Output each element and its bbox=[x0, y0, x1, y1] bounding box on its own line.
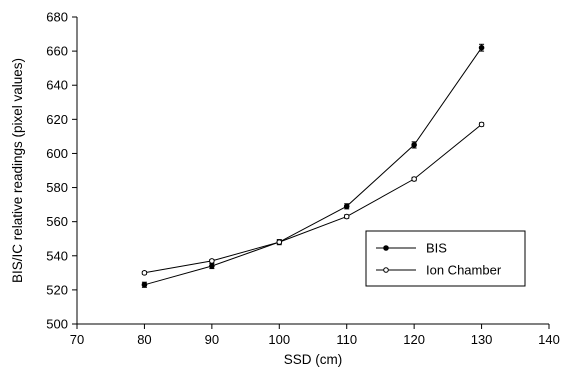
x-tick-label: 140 bbox=[538, 332, 560, 347]
y-tick-label: 560 bbox=[46, 214, 68, 229]
bis-data-point bbox=[411, 142, 417, 148]
bis-legend-label: BIS bbox=[426, 241, 447, 256]
bis-data-point bbox=[478, 44, 485, 51]
x-tick-label: 80 bbox=[137, 332, 151, 347]
x-tick-label: 130 bbox=[471, 332, 493, 347]
x-tick-label: 70 bbox=[70, 332, 84, 347]
x-tick-label: 110 bbox=[336, 332, 357, 347]
y-tick-label: 500 bbox=[46, 317, 68, 332]
ion-chamber-legend-label: Ion Chamber bbox=[426, 263, 502, 278]
y-tick-label: 580 bbox=[46, 180, 68, 195]
plot-area: 70 80 90 100 110 120 130 140 500 520 540 560 580 600 6… bbox=[46, 10, 560, 348]
bis-data-point bbox=[141, 281, 148, 288]
y-tick-label: 520 bbox=[46, 282, 68, 297]
legend: BIS Ion Chamber bbox=[365, 230, 526, 287]
bis-legend-marker bbox=[383, 245, 389, 251]
x-axis-title: SSD (cm) bbox=[284, 352, 343, 367]
bis-data-point bbox=[209, 263, 215, 269]
ion-chamber-data-point bbox=[343, 213, 350, 220]
y-tick-label: 680 bbox=[46, 10, 68, 25]
x-tick-label: 100 bbox=[268, 332, 290, 347]
y-tick-label: 640 bbox=[46, 78, 68, 93]
ion-chamber-data-point bbox=[411, 176, 417, 182]
ion-chamber-data-point bbox=[276, 239, 283, 245]
y-tick-label: 540 bbox=[46, 248, 68, 263]
ion-chamber-series-line bbox=[144, 124, 482, 274]
y-tick-label: 660 bbox=[46, 44, 68, 59]
y-axis-title: BIS/IC relative readings (pixel values) bbox=[10, 58, 25, 283]
ion-chamber-data-point bbox=[478, 121, 485, 128]
ion-chamber-legend-marker bbox=[383, 267, 389, 273]
x-tick-label: 120 bbox=[403, 332, 425, 347]
x-tick-label: 90 bbox=[205, 332, 219, 347]
legend-box bbox=[365, 230, 526, 287]
ion-chamber-data-point bbox=[209, 258, 215, 264]
bis-series-line bbox=[144, 47, 483, 286]
y-tick-label: 600 bbox=[46, 146, 68, 161]
bis-data-point bbox=[343, 203, 350, 210]
ion-chamber-data-point bbox=[141, 270, 148, 276]
y-tick-label: 620 bbox=[46, 112, 68, 127]
